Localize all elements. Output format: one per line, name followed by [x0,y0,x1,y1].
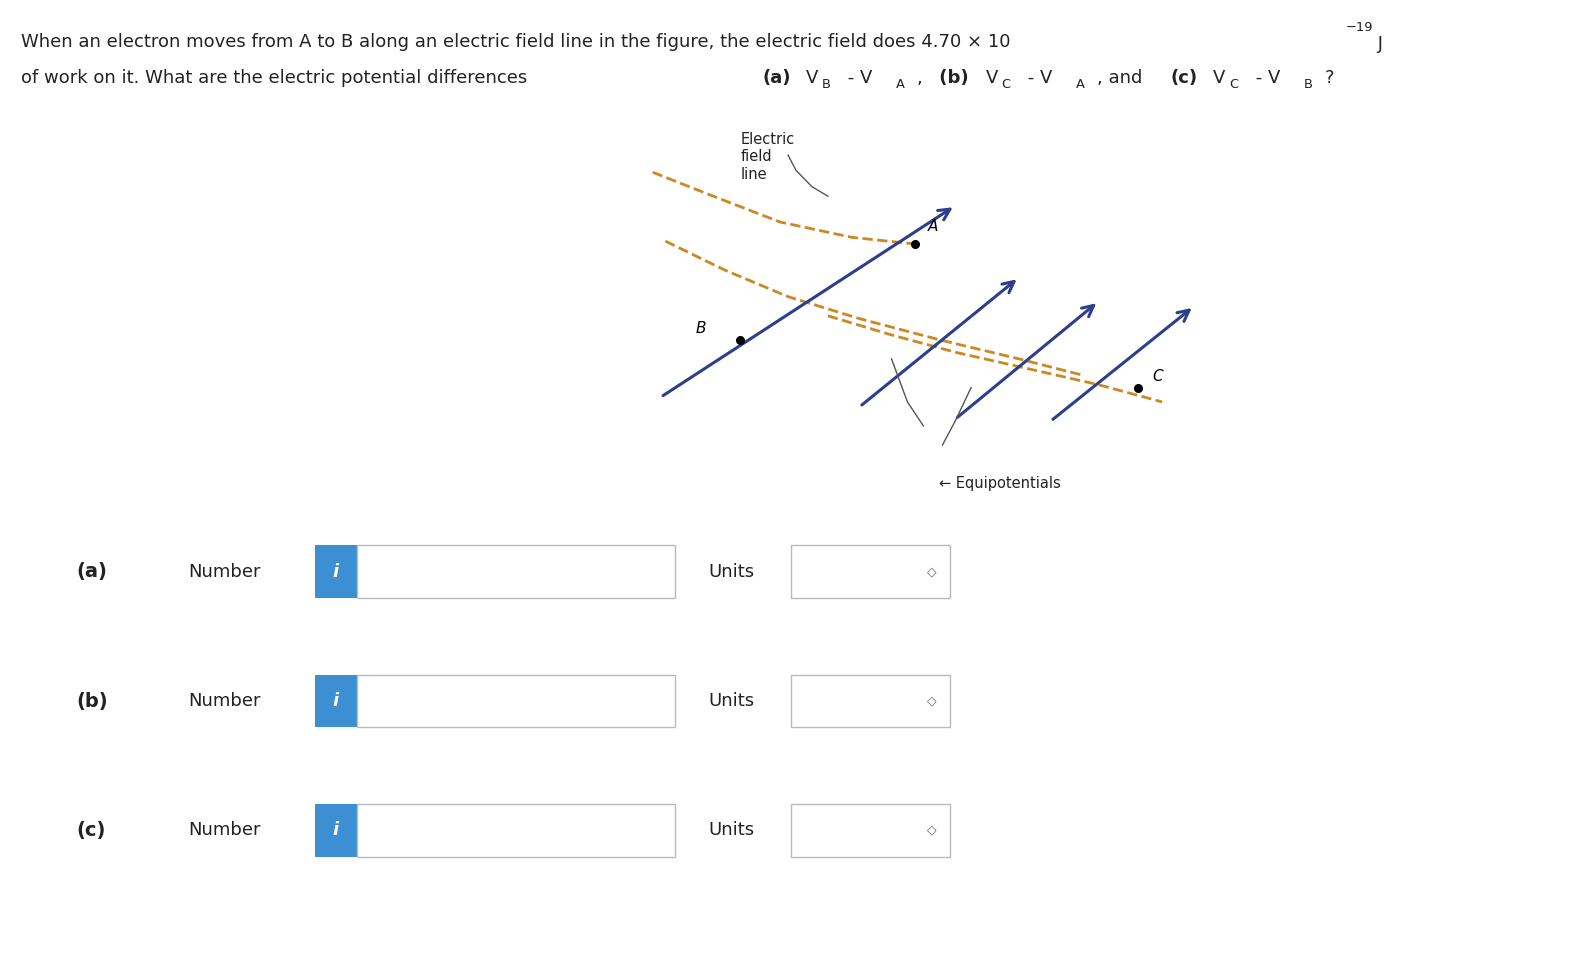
Text: −19: −19 [1345,21,1372,34]
FancyBboxPatch shape [315,545,357,598]
FancyBboxPatch shape [791,675,950,727]
Text: ,: , [917,69,923,87]
Text: (c): (c) [76,821,105,839]
FancyBboxPatch shape [315,804,357,857]
Text: B: B [696,321,707,336]
Text: A: A [928,219,939,234]
Text: (a): (a) [76,563,107,581]
Text: i: i [333,821,339,839]
FancyBboxPatch shape [791,545,950,598]
Text: - V: - V [1022,69,1052,87]
Text: C: C [1153,368,1164,384]
FancyBboxPatch shape [357,545,675,598]
Text: J: J [1372,35,1383,54]
Text: Electric
field
line: Electric field line [740,132,794,182]
Text: V: V [985,69,998,87]
Text: Units: Units [708,821,755,839]
Text: ◇: ◇ [927,566,936,578]
Text: ◇: ◇ [927,824,936,836]
Text: When an electron moves from A to B along an electric field line in the figure, t: When an electron moves from A to B along… [21,33,1011,52]
Text: V: V [1213,69,1226,87]
Text: A: A [1076,78,1086,92]
Text: ← Equipotentials: ← Equipotentials [939,476,1060,491]
Text: , and: , and [1097,69,1148,87]
Text: A: A [896,78,906,92]
Text: (c): (c) [1170,69,1197,87]
Text: Number: Number [188,692,261,710]
Text: C: C [1229,78,1239,92]
FancyBboxPatch shape [315,675,357,727]
Text: Number: Number [188,821,261,839]
Text: - V: - V [1250,69,1280,87]
Text: (b): (b) [933,69,968,87]
Text: - V: - V [842,69,872,87]
Text: ◇: ◇ [927,695,936,707]
Text: Number: Number [188,563,261,581]
Text: of work on it. What are the electric potential differences: of work on it. What are the electric pot… [21,69,533,87]
Text: i: i [333,692,339,710]
FancyBboxPatch shape [357,804,675,857]
Text: C: C [1001,78,1011,92]
Text: V: V [806,69,818,87]
Text: Units: Units [708,692,755,710]
FancyBboxPatch shape [791,804,950,857]
Text: B: B [821,78,831,92]
Text: Units: Units [708,563,755,581]
Text: i: i [333,563,339,581]
Text: B: B [1304,78,1313,92]
Text: ?: ? [1325,69,1334,87]
Text: (a): (a) [763,69,791,87]
Text: (b): (b) [76,692,108,710]
FancyBboxPatch shape [357,675,675,727]
